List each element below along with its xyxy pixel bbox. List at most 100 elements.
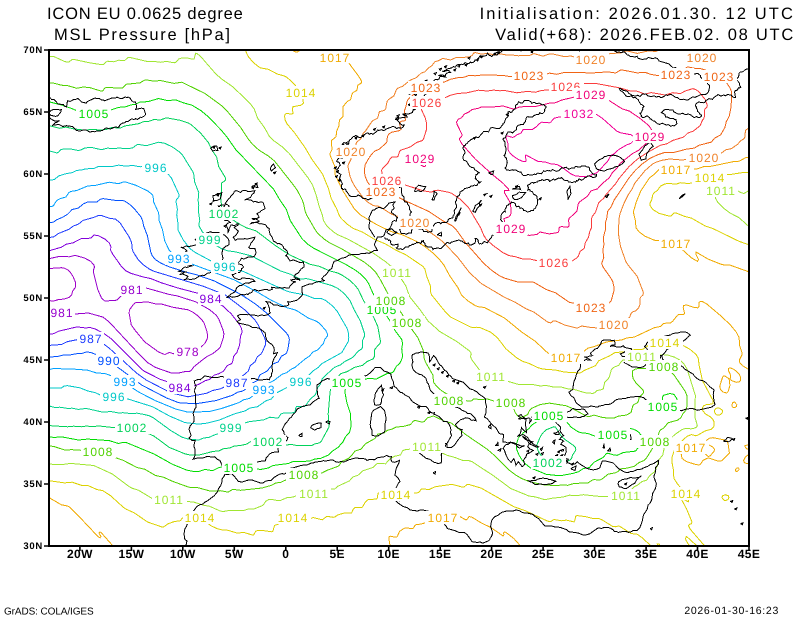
svg-text:996: 996 bbox=[289, 375, 312, 389]
svg-text:1002: 1002 bbox=[209, 207, 240, 221]
svg-text:1029: 1029 bbox=[496, 222, 527, 236]
svg-text:10E: 10E bbox=[377, 547, 400, 561]
svg-text:996: 996 bbox=[213, 260, 236, 274]
svg-text:996: 996 bbox=[102, 390, 125, 404]
svg-text:1011: 1011 bbox=[299, 487, 329, 501]
svg-text:1029: 1029 bbox=[635, 130, 666, 144]
svg-text:Initialisation: 2026.01.30. 12: Initialisation: 2026.01.30. 12 UTC bbox=[480, 5, 795, 23]
svg-text:5E: 5E bbox=[329, 547, 344, 561]
svg-text:1014: 1014 bbox=[671, 487, 702, 501]
svg-text:1014: 1014 bbox=[185, 511, 216, 525]
svg-text:1002: 1002 bbox=[533, 456, 564, 470]
svg-text:1008: 1008 bbox=[434, 394, 465, 408]
svg-text:984: 984 bbox=[168, 381, 191, 395]
svg-text:1029: 1029 bbox=[405, 152, 436, 166]
svg-text:1014: 1014 bbox=[650, 336, 681, 350]
svg-text:1008: 1008 bbox=[83, 445, 114, 459]
svg-text:1020: 1020 bbox=[689, 151, 720, 165]
svg-text:65N: 65N bbox=[23, 107, 43, 118]
svg-text:987: 987 bbox=[225, 376, 248, 390]
svg-text:GrADS: COLA/IGES: GrADS: COLA/IGES bbox=[4, 607, 94, 618]
svg-text:1014: 1014 bbox=[286, 86, 317, 100]
svg-text:1005: 1005 bbox=[79, 107, 110, 121]
svg-text:1008: 1008 bbox=[392, 316, 423, 330]
svg-text:1020: 1020 bbox=[576, 53, 607, 67]
svg-text:1005: 1005 bbox=[648, 400, 679, 414]
svg-text:990: 990 bbox=[97, 354, 120, 368]
svg-text:1005: 1005 bbox=[598, 428, 629, 442]
svg-text:1023: 1023 bbox=[704, 70, 735, 84]
svg-text:981: 981 bbox=[50, 306, 73, 320]
svg-text:20W: 20W bbox=[67, 547, 93, 561]
svg-text:1020: 1020 bbox=[400, 216, 431, 230]
svg-text:1011: 1011 bbox=[154, 493, 184, 507]
svg-text:1014: 1014 bbox=[695, 171, 726, 185]
svg-text:1023: 1023 bbox=[411, 81, 442, 95]
svg-text:1020: 1020 bbox=[599, 318, 630, 332]
svg-text:993: 993 bbox=[113, 375, 136, 389]
svg-text:70N: 70N bbox=[23, 45, 43, 56]
svg-text:15W: 15W bbox=[118, 547, 144, 561]
svg-text:20E: 20E bbox=[480, 547, 503, 561]
svg-text:978: 978 bbox=[176, 345, 199, 359]
svg-text:Valid(+68): 2026.FEB.02. 08 UT: Valid(+68): 2026.FEB.02. 08 UTC bbox=[495, 26, 795, 44]
svg-text:1008: 1008 bbox=[376, 294, 407, 308]
svg-text:40N: 40N bbox=[23, 417, 43, 428]
svg-text:10W: 10W bbox=[170, 547, 196, 561]
svg-text:1011: 1011 bbox=[706, 184, 736, 198]
svg-text:1020: 1020 bbox=[336, 145, 367, 159]
svg-text:1011: 1011 bbox=[412, 440, 442, 454]
svg-text:1020: 1020 bbox=[687, 51, 718, 65]
svg-text:1014: 1014 bbox=[381, 488, 412, 502]
svg-text:1023: 1023 bbox=[366, 185, 397, 199]
svg-text:35E: 35E bbox=[635, 547, 658, 561]
svg-text:MSL Pressure [hPa]: MSL Pressure [hPa] bbox=[54, 26, 232, 44]
svg-text:1014: 1014 bbox=[278, 511, 309, 525]
svg-text:1017: 1017 bbox=[320, 51, 351, 65]
svg-text:987: 987 bbox=[79, 332, 102, 346]
svg-text:25E: 25E bbox=[532, 547, 555, 561]
svg-text:1029: 1029 bbox=[576, 88, 607, 102]
svg-text:55N: 55N bbox=[23, 231, 43, 242]
svg-text:1002: 1002 bbox=[253, 435, 284, 449]
svg-text:1008: 1008 bbox=[640, 435, 671, 449]
svg-text:1026: 1026 bbox=[412, 96, 443, 110]
svg-text:50N: 50N bbox=[23, 293, 43, 304]
svg-text:1008: 1008 bbox=[496, 396, 527, 410]
svg-text:1005: 1005 bbox=[332, 376, 363, 390]
svg-text:30E: 30E bbox=[583, 547, 606, 561]
svg-text:1011: 1011 bbox=[627, 350, 657, 364]
svg-text:15E: 15E bbox=[429, 547, 452, 561]
svg-text:1032: 1032 bbox=[564, 107, 595, 121]
svg-text:1017: 1017 bbox=[551, 351, 582, 365]
svg-text:1011: 1011 bbox=[611, 489, 641, 503]
svg-text:999: 999 bbox=[219, 421, 242, 435]
svg-text:1011: 1011 bbox=[476, 370, 506, 384]
svg-text:2026-01-30-16:23: 2026-01-30-16:23 bbox=[684, 605, 779, 617]
svg-text:45E: 45E bbox=[738, 547, 761, 561]
svg-text:996: 996 bbox=[144, 161, 167, 175]
svg-text:45N: 45N bbox=[23, 355, 43, 366]
svg-text:ICON EU 0.0625 degree: ICON EU 0.0625 degree bbox=[47, 5, 244, 23]
svg-text:5W: 5W bbox=[225, 547, 244, 561]
svg-text:1002: 1002 bbox=[117, 421, 148, 435]
svg-text:30N: 30N bbox=[23, 541, 43, 552]
svg-text:993: 993 bbox=[167, 252, 190, 266]
svg-text:40E: 40E bbox=[686, 547, 709, 561]
svg-text:0: 0 bbox=[282, 547, 289, 561]
svg-text:1023: 1023 bbox=[514, 69, 545, 83]
svg-text:1005: 1005 bbox=[534, 409, 565, 423]
svg-text:1026: 1026 bbox=[551, 80, 582, 94]
svg-text:1023: 1023 bbox=[661, 68, 692, 82]
svg-text:1017: 1017 bbox=[661, 163, 692, 177]
svg-text:1026: 1026 bbox=[539, 256, 570, 270]
svg-text:35N: 35N bbox=[23, 479, 43, 490]
svg-text:993: 993 bbox=[252, 383, 275, 397]
svg-text:1017: 1017 bbox=[428, 511, 459, 525]
svg-text:1008: 1008 bbox=[289, 468, 320, 482]
svg-text:1011: 1011 bbox=[382, 266, 412, 280]
svg-text:1005: 1005 bbox=[224, 461, 255, 475]
svg-text:1023: 1023 bbox=[576, 301, 607, 315]
svg-text:1017: 1017 bbox=[676, 441, 707, 455]
svg-text:981: 981 bbox=[120, 283, 143, 297]
